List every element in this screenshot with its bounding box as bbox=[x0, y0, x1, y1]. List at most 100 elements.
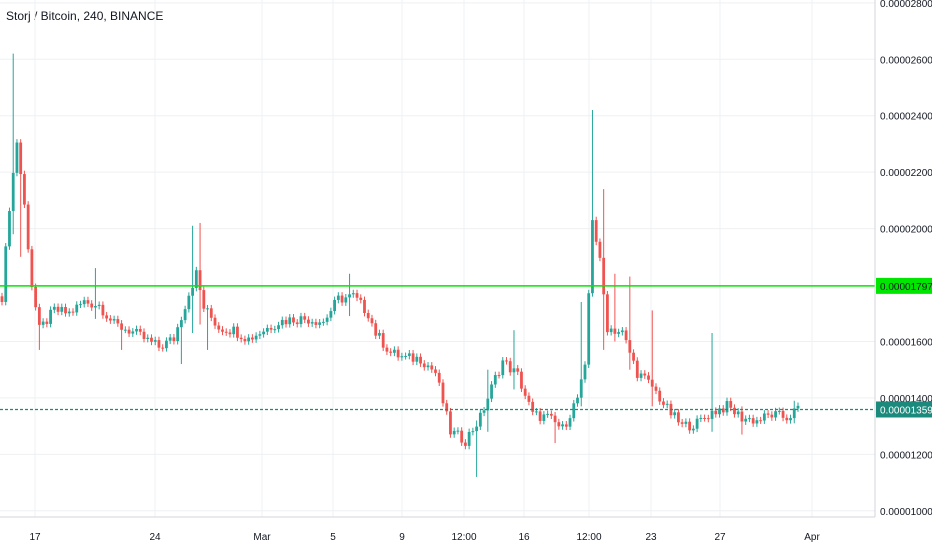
price-axis[interactable]: 0.00002800 0.00002600 0.00002400 0.00002200… bbox=[880, 0, 932, 518]
candle bbox=[635, 357, 639, 382]
candle bbox=[288, 314, 292, 328]
candle-body bbox=[97, 304, 101, 306]
candle bbox=[202, 286, 206, 313]
candle-body bbox=[628, 340, 632, 353]
candle bbox=[389, 348, 393, 357]
candle bbox=[127, 326, 131, 337]
candle-body bbox=[131, 331, 135, 334]
candle bbox=[206, 304, 209, 350]
candle bbox=[344, 294, 348, 306]
candle bbox=[445, 399, 449, 415]
candle-body bbox=[733, 407, 736, 415]
candle-body bbox=[647, 375, 650, 380]
candle bbox=[179, 316, 183, 365]
candle bbox=[785, 414, 789, 424]
candle-body bbox=[516, 368, 520, 372]
candle-body bbox=[635, 360, 639, 378]
candle bbox=[673, 408, 677, 419]
candle bbox=[15, 139, 19, 177]
candle bbox=[501, 357, 505, 379]
candle bbox=[307, 316, 310, 327]
candle-body bbox=[460, 430, 464, 443]
candle-body bbox=[721, 408, 725, 413]
candle-body bbox=[650, 379, 654, 387]
candle-body bbox=[579, 379, 583, 398]
candle-body bbox=[370, 318, 374, 324]
candle bbox=[105, 311, 109, 322]
candle-body bbox=[23, 174, 26, 205]
candle-body bbox=[449, 411, 452, 435]
candle bbox=[437, 369, 441, 387]
y-tick-label: 0.00001000 bbox=[880, 507, 932, 518]
candle-body bbox=[520, 371, 523, 389]
candle-body bbox=[699, 417, 703, 419]
candle bbox=[194, 266, 198, 292]
candle bbox=[120, 320, 123, 350]
candle bbox=[759, 416, 763, 424]
candle-body bbox=[228, 332, 232, 335]
candle bbox=[546, 410, 550, 418]
candle bbox=[86, 296, 90, 307]
y-tick-label: 0.00002000 bbox=[880, 225, 932, 236]
candle-body bbox=[168, 337, 172, 341]
candle-body bbox=[695, 418, 699, 429]
candle bbox=[198, 222, 202, 325]
candle-body bbox=[561, 424, 564, 427]
candle-body bbox=[15, 142, 19, 173]
candle bbox=[411, 349, 415, 366]
candle-body bbox=[64, 307, 67, 314]
candle-body bbox=[725, 401, 729, 413]
candle bbox=[183, 305, 187, 324]
candle-body bbox=[729, 401, 733, 408]
candle bbox=[777, 407, 781, 415]
candle-body bbox=[303, 316, 307, 320]
candle bbox=[531, 398, 535, 416]
candle-body bbox=[572, 403, 576, 419]
candle-body bbox=[37, 307, 41, 325]
candle-body bbox=[396, 349, 400, 358]
candle-body bbox=[217, 325, 221, 330]
candle-body bbox=[8, 211, 11, 247]
candle bbox=[108, 315, 112, 324]
candle bbox=[695, 415, 699, 433]
time-axis[interactable]: 17 24 Mar 5 9 12:00 16 12:00 23 27 Apr bbox=[29, 532, 820, 543]
candle bbox=[639, 370, 643, 382]
candle bbox=[45, 318, 49, 328]
candle-body bbox=[471, 431, 475, 433]
candle-body bbox=[295, 322, 299, 325]
price-labels: 0.00001797 0.00001359 bbox=[876, 277, 932, 418]
candle-body bbox=[224, 331, 228, 333]
candle bbox=[333, 296, 337, 315]
candle-body bbox=[280, 319, 284, 326]
candle bbox=[460, 427, 464, 446]
candle-body bbox=[415, 356, 419, 362]
candle-body bbox=[594, 220, 598, 242]
candle-body bbox=[19, 142, 23, 175]
candle bbox=[71, 308, 75, 316]
candle bbox=[572, 399, 576, 422]
candle bbox=[606, 290, 609, 336]
candle bbox=[497, 371, 501, 379]
candle-body bbox=[774, 411, 777, 418]
candle bbox=[650, 310, 654, 407]
candle-body bbox=[665, 403, 669, 405]
candle-body bbox=[165, 340, 168, 349]
candle bbox=[262, 328, 265, 338]
candle bbox=[351, 289, 355, 298]
candle-body bbox=[161, 347, 165, 349]
candle-body bbox=[568, 418, 572, 427]
candle-body bbox=[56, 306, 60, 312]
candle bbox=[710, 333, 714, 432]
candle bbox=[363, 296, 366, 317]
candle bbox=[770, 411, 774, 421]
candle bbox=[101, 301, 105, 319]
candle bbox=[561, 420, 564, 430]
candle bbox=[135, 325, 138, 335]
candle bbox=[463, 439, 467, 450]
candle bbox=[321, 318, 325, 326]
candle-body bbox=[531, 401, 535, 412]
candle bbox=[538, 408, 542, 425]
candle-body bbox=[748, 418, 751, 420]
candle-body bbox=[490, 384, 493, 399]
candle-body bbox=[288, 317, 292, 325]
